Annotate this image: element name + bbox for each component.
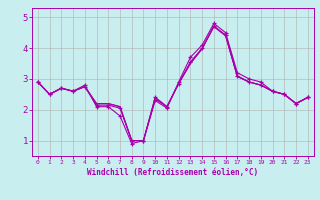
X-axis label: Windchill (Refroidissement éolien,°C): Windchill (Refroidissement éolien,°C)	[87, 168, 258, 177]
